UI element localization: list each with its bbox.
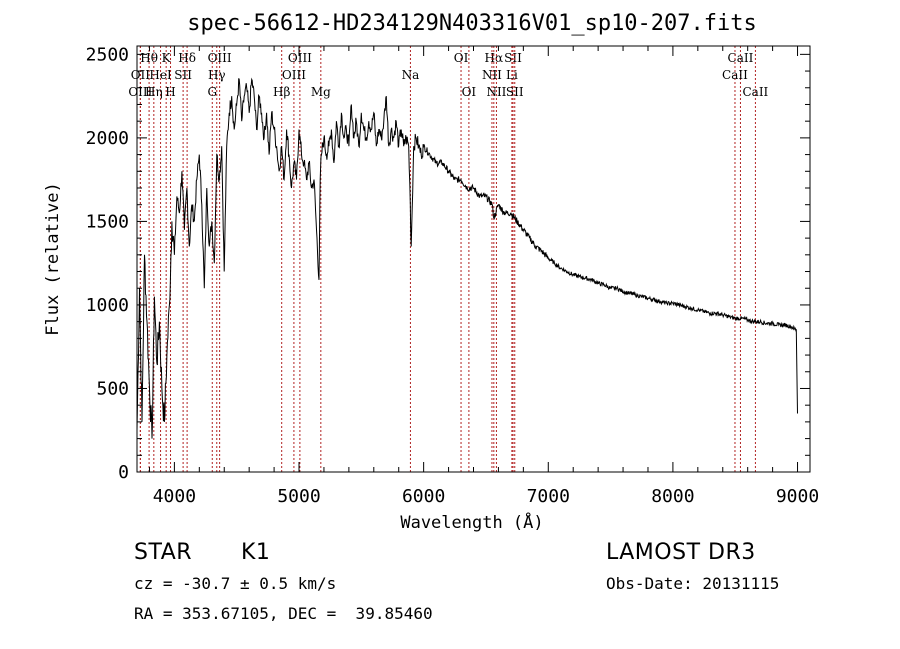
- line-label-16: Na: [402, 68, 420, 82]
- y-tick-label-0: 0: [118, 462, 129, 483]
- series-flux: [136, 77, 798, 439]
- line-label-24: SII: [506, 85, 524, 99]
- line-label-7: H: [165, 85, 175, 99]
- chart-title: spec-56612-HD234129N403316V01_sp10-207.f…: [187, 11, 757, 36]
- x-axis-label: Wavelength (Å): [400, 511, 543, 533]
- y-tick-label-2: 1000: [86, 295, 129, 316]
- line-label-2: OIII: [128, 85, 152, 99]
- line-label-19: Hα: [485, 51, 504, 65]
- line-label-3: K: [162, 51, 172, 65]
- object-class: STAR: [134, 540, 193, 565]
- line-label-15: Mg: [311, 85, 331, 99]
- line-label-6: SII: [174, 68, 192, 82]
- line-label-8: Hδ: [178, 51, 196, 65]
- x-tick-label-5: 9000: [776, 486, 819, 507]
- velocity-readout: cz = -30.7 ± 0.5 km/s: [134, 574, 337, 593]
- x-tick-label-4: 8000: [651, 486, 694, 507]
- line-label-23: NII: [486, 85, 506, 99]
- line-label-13: OIII: [288, 51, 312, 65]
- survey-name: LAMOST DR3: [606, 540, 756, 565]
- x-tick-label-3: 7000: [527, 486, 570, 507]
- line-label-4: HeI: [149, 68, 172, 82]
- x-tick-label-0: 4000: [153, 486, 196, 507]
- coordinates-readout: RA = 353.67105, DEC = 39.85460: [134, 604, 433, 623]
- line-label-27: CaII: [742, 85, 768, 99]
- line-label-25: CaII: [728, 51, 754, 65]
- x-tick-label-1: 5000: [277, 486, 320, 507]
- observation-date: Obs-Date: 20131115: [606, 574, 780, 593]
- y-axis-label: Flux (relative): [43, 182, 63, 336]
- line-label-21: NII: [482, 68, 502, 82]
- axis-ticks: 4000 5000 6000 7000 8000 9000 0 500 1000 1500 2000…: [86, 44, 820, 507]
- line-label-17: OI: [454, 51, 469, 65]
- line-label-14: OIII: [282, 68, 306, 82]
- line-label-12: Hβ: [273, 85, 290, 99]
- line-label-9: OIII: [208, 51, 232, 65]
- plot-frame: [136, 45, 811, 473]
- y-tick-label-4: 2000: [86, 128, 129, 149]
- y-tick-label-1: 500: [96, 378, 129, 399]
- line-label-18: OI: [462, 85, 477, 99]
- line-label-5: Hη: [145, 85, 163, 99]
- line-label-22: Li: [506, 68, 518, 82]
- line-label-10: Hγ: [208, 68, 226, 82]
- line-label-11: G: [207, 85, 217, 99]
- line-label-0: Hθ: [140, 51, 158, 65]
- object-subclass: K1: [241, 540, 271, 565]
- line-label-26: CaII: [722, 68, 748, 82]
- spectrum-series: [136, 77, 798, 439]
- y-tick-label-5: 2500: [86, 44, 129, 65]
- line-label-20: SII: [504, 51, 522, 65]
- y-tick-label-3: 1500: [86, 211, 129, 232]
- x-tick-label-2: 6000: [402, 486, 445, 507]
